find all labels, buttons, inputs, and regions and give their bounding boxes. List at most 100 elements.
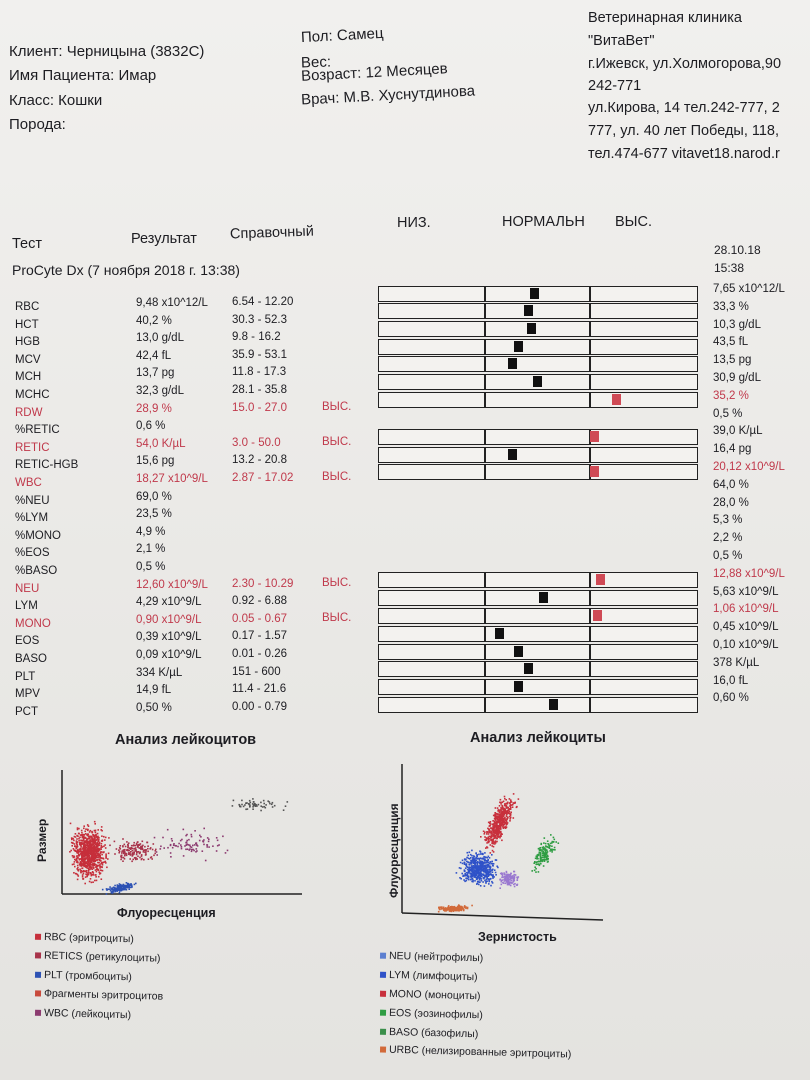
- scatter-point: [114, 890, 117, 893]
- scatter-point: [517, 798, 520, 800]
- scatter-point: [118, 883, 121, 885]
- scatter-point: [95, 856, 97, 859]
- test-name: %RETIC: [15, 424, 60, 436]
- scatter-point: [498, 819, 501, 821]
- scatter-point: [128, 884, 131, 887]
- test-reference: 2.87 - 17.02: [232, 472, 294, 484]
- scatter-point: [551, 848, 553, 851]
- scatter-point: [132, 858, 134, 861]
- scatter-point: [467, 869, 470, 871]
- scatter-point: [438, 908, 441, 911]
- previous-value: 28,0 %: [713, 497, 749, 509]
- scatter-point: [478, 871, 481, 873]
- scatter-point: [149, 847, 152, 849]
- scatter-point: [249, 806, 251, 808]
- scatter-point: [87, 850, 90, 853]
- scatter-point: [480, 866, 483, 868]
- scatter-point: [239, 805, 241, 808]
- high-flag: ВЫС.: [322, 612, 352, 624]
- scatter-point: [497, 819, 499, 822]
- test-name: %EOS: [15, 547, 50, 559]
- scatter-point: [488, 879, 490, 881]
- scatter-point: [88, 860, 90, 863]
- scatter-point: [74, 845, 76, 848]
- test-result: 13,7 pg: [136, 367, 175, 379]
- test-name: RETIC-HGB: [15, 459, 79, 471]
- scatter-point: [465, 865, 468, 868]
- scatter-point: [546, 851, 549, 853]
- scatter-point: [503, 795, 506, 798]
- scatter-point: [474, 863, 476, 865]
- scatter-point: [87, 835, 90, 838]
- scatter-point: [474, 860, 477, 862]
- scatter-point: [508, 812, 511, 815]
- scatter-point: [501, 804, 503, 807]
- scatter-point: [551, 845, 553, 847]
- scatter-point: [476, 866, 479, 868]
- scatter-point: [490, 836, 492, 839]
- scatter-point: [80, 871, 82, 874]
- scatter-point: [487, 855, 490, 858]
- scatter-point: [488, 880, 490, 883]
- scatter-point: [76, 855, 78, 857]
- scatter-point: [466, 877, 468, 880]
- range-divider-high: [589, 662, 591, 676]
- previous-value: 35,2 %: [713, 390, 749, 402]
- scatter-point: [504, 879, 507, 881]
- scatter-point: [478, 857, 481, 860]
- scatter-point: [476, 855, 478, 858]
- high-flag: ВЫС.: [322, 471, 352, 483]
- scatter-point: [491, 827, 493, 829]
- scatter-point: [91, 859, 93, 861]
- scatter-point: [489, 866, 492, 868]
- scatter-point: [510, 811, 512, 814]
- scatter-point: [118, 849, 120, 851]
- scatter-point: [100, 845, 103, 847]
- scatter-point: [481, 867, 483, 870]
- scatter-point: [464, 880, 466, 883]
- scatter-point: [492, 825, 494, 828]
- scatter-point: [506, 806, 508, 809]
- test-name: PCT: [15, 706, 38, 718]
- scatter-point: [97, 852, 99, 855]
- scatter-point: [485, 861, 488, 864]
- scatter-point: [97, 861, 99, 864]
- legend-label: MONO (моноциты): [388, 987, 481, 1003]
- range-marker: [527, 323, 536, 334]
- scatter-point: [82, 852, 85, 855]
- scatter-point: [253, 804, 256, 806]
- legend-label: Фрагменты эритроцитов: [43, 987, 164, 1003]
- range-row: [378, 356, 698, 372]
- scatter-point: [93, 839, 95, 842]
- scatter-point: [231, 805, 234, 807]
- scatter-point: [495, 817, 498, 820]
- scatter-point: [479, 876, 481, 879]
- scatter-point: [138, 847, 141, 849]
- scatter-point: [79, 834, 82, 836]
- scatter-point: [77, 855, 79, 857]
- scatter-point: [89, 878, 92, 880]
- scatter-point: [492, 820, 494, 822]
- scatter-point: [253, 801, 255, 803]
- scatter-point: [282, 809, 285, 811]
- scatter-point: [499, 872, 502, 875]
- scatter-point: [135, 882, 137, 885]
- scatter-point: [505, 812, 507, 814]
- scatter-point: [449, 907, 451, 909]
- scatter-point: [269, 802, 271, 805]
- scatter-point: [77, 869, 80, 871]
- range-divider-high: [589, 627, 591, 641]
- scatter-point: [495, 874, 497, 876]
- scatter-point: [264, 806, 267, 809]
- scatter-point: [497, 830, 500, 833]
- test-reference: 0.00 - 0.79: [232, 701, 287, 713]
- scatter-point: [175, 845, 177, 847]
- clinic-line-7: тел.474-677 vitavet18.narod.r: [588, 146, 780, 162]
- scatter-point: [94, 879, 96, 882]
- scatter-point: [479, 860, 482, 862]
- scatter-point: [477, 870, 480, 872]
- scatter-point: [97, 829, 99, 831]
- scatter-point: [554, 849, 556, 851]
- scatter-point: [443, 909, 446, 911]
- scatter-point: [92, 863, 95, 866]
